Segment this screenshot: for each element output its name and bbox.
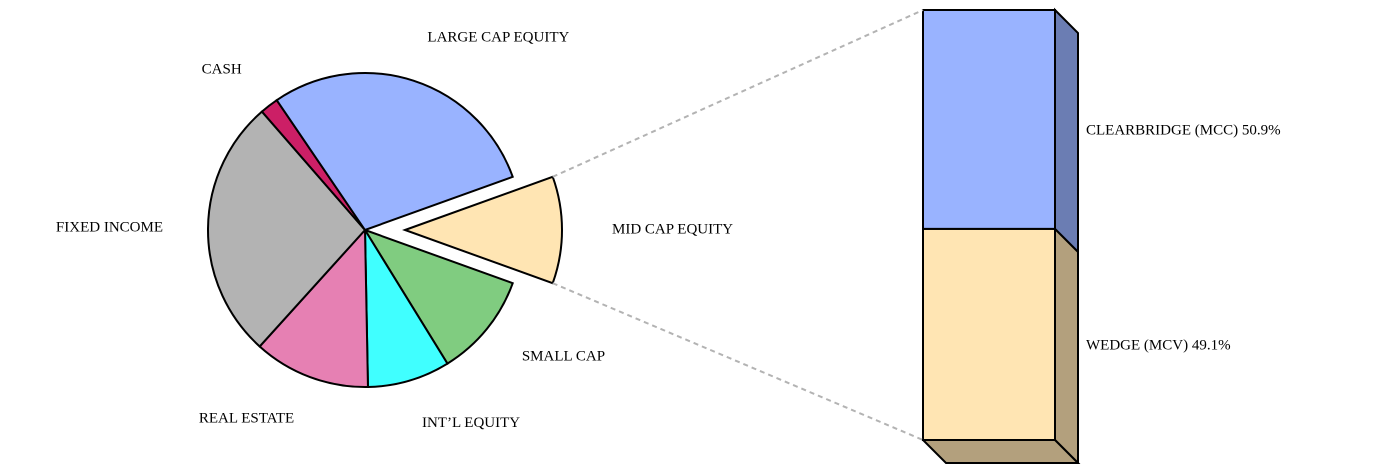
connector [552, 9, 924, 178]
pie-slice [207, 110, 367, 348]
slice-label: REAL ESTATE [199, 411, 294, 427]
pie-slice [363, 226, 449, 388]
value-label: 50.9% [1242, 123, 1281, 139]
bar-bottom [920, 439, 1081, 464]
series-name: CLEARBRIDGE (MCC) [1086, 123, 1238, 139]
slice-label: SMALL CAP [522, 349, 605, 365]
series-name: WEDGE (MCV) [1086, 338, 1188, 354]
slice-label: CASH [202, 61, 242, 77]
bar-side [1054, 7, 1079, 255]
connector [552, 282, 924, 441]
bar-segment [922, 227, 1056, 441]
bar-side [1054, 226, 1079, 464]
slice-label: LARGE CAP EQUITY [427, 29, 569, 45]
pie-slice [362, 228, 514, 365]
bar-segment [922, 9, 1056, 230]
slice-label: FIXED INCOME [56, 220, 163, 236]
slice-label: INT’L EQUITY [422, 415, 520, 431]
segment-label: CLEARBRIDGE (MCC) 50.9% [1086, 123, 1281, 139]
value-label: 49.1% [1192, 338, 1231, 354]
slice-label: MID CAP EQUITY [612, 221, 733, 237]
pie-slice [258, 227, 369, 388]
pie-slice [275, 72, 514, 232]
pie-slice [402, 175, 563, 285]
segment-label: WEDGE (MCV) 49.1% [1086, 338, 1231, 354]
